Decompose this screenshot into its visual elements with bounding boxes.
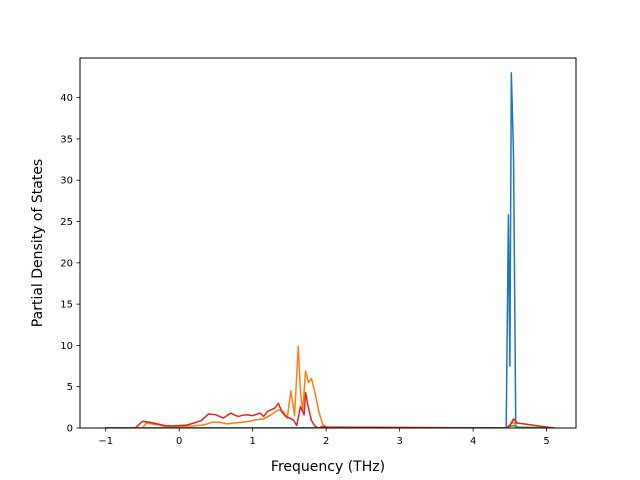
x-tick-label: −1: [98, 436, 113, 447]
y-axis: 0 5 10 15 20 25 30 35 40: [60, 93, 80, 435]
series-line-3: [104, 424, 555, 428]
y-tick-label: 40: [60, 93, 73, 104]
y-tick-label: 25: [60, 217, 73, 228]
y-tick-label: 30: [60, 176, 73, 187]
x-tick-label: 1: [249, 436, 255, 447]
y-axis-title: Partial Density of States: [30, 159, 46, 327]
axes-frame: [79, 57, 577, 429]
y-tick-label: 20: [60, 258, 73, 269]
x-axis: −1 0 1 2 3 4 5: [98, 428, 550, 447]
x-tick-label: 4: [470, 436, 476, 447]
x-tick-label: 0: [176, 436, 182, 447]
y-tick-label: 15: [60, 300, 73, 311]
y-tick-label: 10: [60, 341, 73, 352]
x-tick-label: 3: [396, 436, 402, 447]
series-line-2: [104, 345, 555, 428]
y-tick-label: 5: [67, 382, 73, 393]
y-tick-label: 35: [60, 134, 73, 145]
y-tick-label: 0: [67, 424, 73, 435]
x-axis-title: Frequency (THz): [271, 459, 385, 475]
x-tick-label: 5: [543, 436, 549, 447]
x-tick-label: 2: [323, 436, 329, 447]
